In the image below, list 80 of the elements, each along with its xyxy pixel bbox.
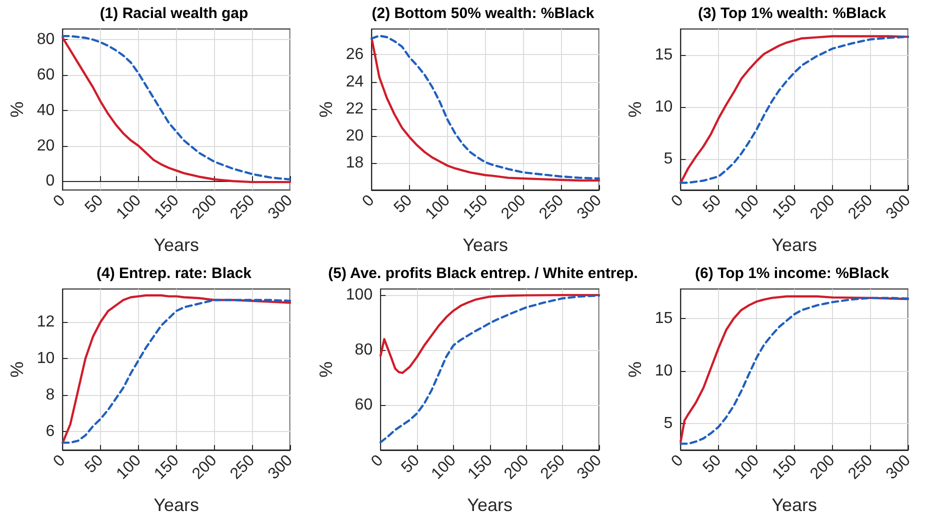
y-tick-label: 5 <box>664 415 673 432</box>
y-tick-label: 10 <box>36 350 55 368</box>
x-tick-label: 100 <box>732 192 763 223</box>
y-axis-title: % <box>7 101 27 118</box>
x-tick-label: 50 <box>700 452 725 477</box>
x-axis-title: Years <box>772 235 818 255</box>
x-tick-label: 250 <box>538 452 569 483</box>
y-axis-title: % <box>316 361 336 378</box>
x-tick-label: 300 <box>265 452 296 483</box>
y-axis-title: % <box>316 101 336 118</box>
x-axis-title: Years <box>154 235 200 255</box>
y-tick-label: 100 <box>346 286 373 304</box>
chart-title: (4) Entrep. rate: Black <box>96 265 252 282</box>
y-tick-label: 24 <box>346 73 364 90</box>
x-tick-label: 50 <box>398 452 424 477</box>
chart-title: (1) Racial wealth gap <box>100 5 248 22</box>
chart-title: (6) Top 1% income: %Black <box>695 265 889 282</box>
chart-title: (5) Ave. profits Black entrep. / White entrep. <box>328 265 638 282</box>
y-tick-label: 12 <box>36 313 55 330</box>
x-tick-label: 200 <box>501 452 532 483</box>
y-tick-label: 40 <box>36 102 55 119</box>
x-axis-title: Years <box>154 495 200 515</box>
line-series <box>379 294 600 444</box>
x-tick-label: 50 <box>390 192 416 217</box>
y-tick-label: 20 <box>346 127 364 144</box>
y-tick-label: 60 <box>36 66 55 84</box>
chart-title: (3) Top 1% wealth: %Black <box>698 5 886 22</box>
x-tick-label: 200 <box>189 452 220 483</box>
x-tick-label: 300 <box>265 192 296 223</box>
x-tick-label: 100 <box>422 192 454 223</box>
y-tick-label: 10 <box>654 362 673 380</box>
chart-title: (2) Bottom 50% wealth: %Black <box>372 5 594 22</box>
y-tick-label: 26 <box>346 46 364 64</box>
y-tick-label: 80 <box>354 342 373 359</box>
x-tick-label: 50 <box>82 452 107 477</box>
x-tick-label: 250 <box>227 192 258 223</box>
y-tick-label: 5 <box>664 150 673 168</box>
y-axis-title: % <box>7 361 27 378</box>
x-tick-label: 300 <box>574 452 606 483</box>
y-tick-label: 20 <box>36 137 55 154</box>
x-tick-label: 200 <box>189 192 220 223</box>
y-axis-title: % <box>625 101 645 118</box>
x-tick-label: 200 <box>807 452 838 483</box>
x-tick-label: 300 <box>883 452 914 483</box>
y-tick-label: 0 <box>46 172 55 190</box>
x-tick-label: 150 <box>769 192 800 223</box>
x-tick-label: 100 <box>114 452 145 483</box>
x-tick-label: 250 <box>536 192 568 223</box>
x-axis-title: Years <box>462 235 508 255</box>
y-tick-label: 60 <box>354 396 373 414</box>
x-tick-label: 200 <box>498 192 530 223</box>
x-axis-title: Years <box>467 495 512 515</box>
y-axis-title: % <box>625 361 645 378</box>
x-tick-label: 100 <box>732 452 763 483</box>
x-tick-label: 150 <box>464 452 496 483</box>
x-tick-label: 0 <box>368 452 387 470</box>
x-tick-label: 150 <box>460 192 492 223</box>
x-tick-label: 300 <box>574 192 606 223</box>
y-tick-label: 15 <box>654 310 673 327</box>
x-tick-label: 150 <box>769 452 800 483</box>
y-tick-label: 10 <box>654 98 673 116</box>
x-tick-label: 100 <box>428 452 460 483</box>
y-tick-label: 18 <box>346 154 364 172</box>
x-axis-title: Years <box>772 495 818 515</box>
line-series <box>379 294 600 374</box>
x-tick-label: 250 <box>227 452 258 483</box>
y-tick-label: 6 <box>46 423 55 440</box>
x-tick-label: 200 <box>807 192 838 223</box>
x-tick-label: 100 <box>114 192 145 223</box>
y-tick-label: 15 <box>654 46 673 64</box>
y-tick-label: 8 <box>46 386 55 404</box>
x-tick-label: 250 <box>845 192 876 223</box>
x-tick-label: 150 <box>151 452 182 483</box>
y-tick-label: 80 <box>36 31 55 48</box>
x-tick-label: 50 <box>82 192 107 217</box>
x-tick-label: 300 <box>883 192 914 223</box>
y-tick-label: 22 <box>346 100 364 118</box>
x-tick-label: 150 <box>151 192 182 223</box>
x-tick-label: 50 <box>700 192 725 217</box>
x-tick-label: 250 <box>845 452 876 483</box>
